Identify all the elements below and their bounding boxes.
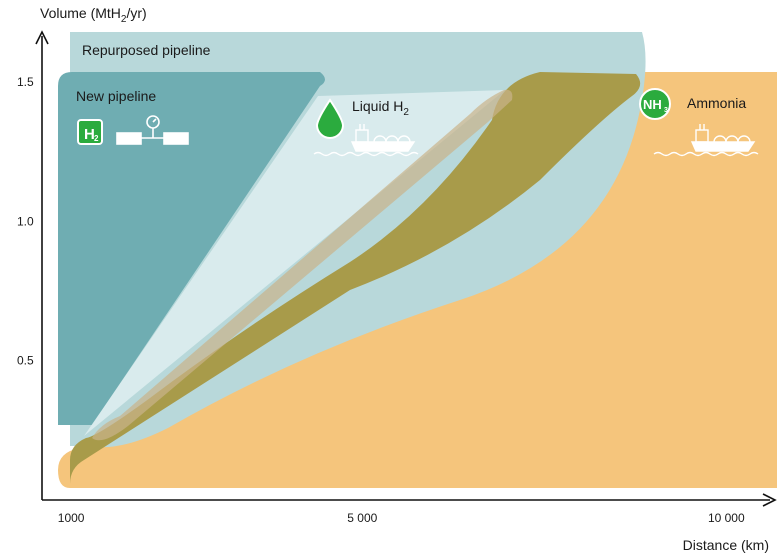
x-axis-title: Distance (km) bbox=[682, 537, 769, 553]
nh3-badge-main: NH bbox=[643, 97, 662, 112]
pipeline-icon bbox=[116, 115, 189, 145]
y-tick-label: 0.5 bbox=[17, 354, 34, 368]
y-tick-label: 1.5 bbox=[17, 75, 34, 89]
y-axis-title: Volume (MtH2/yr) bbox=[40, 5, 147, 25]
ship-icon bbox=[653, 124, 759, 157]
h2-badge-sub: 2 bbox=[94, 134, 99, 143]
x-axis-arrow bbox=[762, 493, 777, 507]
y-axis-title-main: Volume (MtH bbox=[40, 5, 121, 21]
label-liquid-h2: Liquid H2 bbox=[352, 98, 409, 118]
nh3-badge-icon: NH 3 bbox=[639, 88, 671, 120]
x-tick-label: 1000 bbox=[58, 511, 85, 525]
h2-badge-icon: H 2 bbox=[77, 119, 103, 145]
nh3-badge-sub: 3 bbox=[664, 107, 668, 114]
label-liquid-h2-sub: 2 bbox=[403, 106, 409, 118]
y-axis-arrow bbox=[35, 30, 49, 45]
label-repurposed-pipeline: Repurposed pipeline bbox=[82, 42, 211, 58]
label-new-pipeline: New pipeline bbox=[76, 88, 157, 104]
region-new-pipeline bbox=[58, 72, 325, 425]
ship-icon bbox=[313, 124, 419, 157]
y-tick-label: 1.0 bbox=[17, 214, 34, 228]
y-axis-title-sub: 2 bbox=[120, 13, 127, 25]
x-tick-label: 10 000 bbox=[708, 511, 745, 525]
x-tick-label: 5 000 bbox=[347, 511, 377, 525]
droplet-icon bbox=[315, 98, 345, 139]
label-ammonia: Ammonia bbox=[687, 95, 747, 111]
label-liquid-h2-main: Liquid H bbox=[352, 98, 404, 114]
y-axis-title-tail: /yr) bbox=[126, 5, 147, 21]
region-liquid-h2-band bbox=[92, 89, 513, 441]
region-liquid-h2 bbox=[70, 72, 641, 484]
h2-badge-main: H bbox=[84, 126, 95, 143]
